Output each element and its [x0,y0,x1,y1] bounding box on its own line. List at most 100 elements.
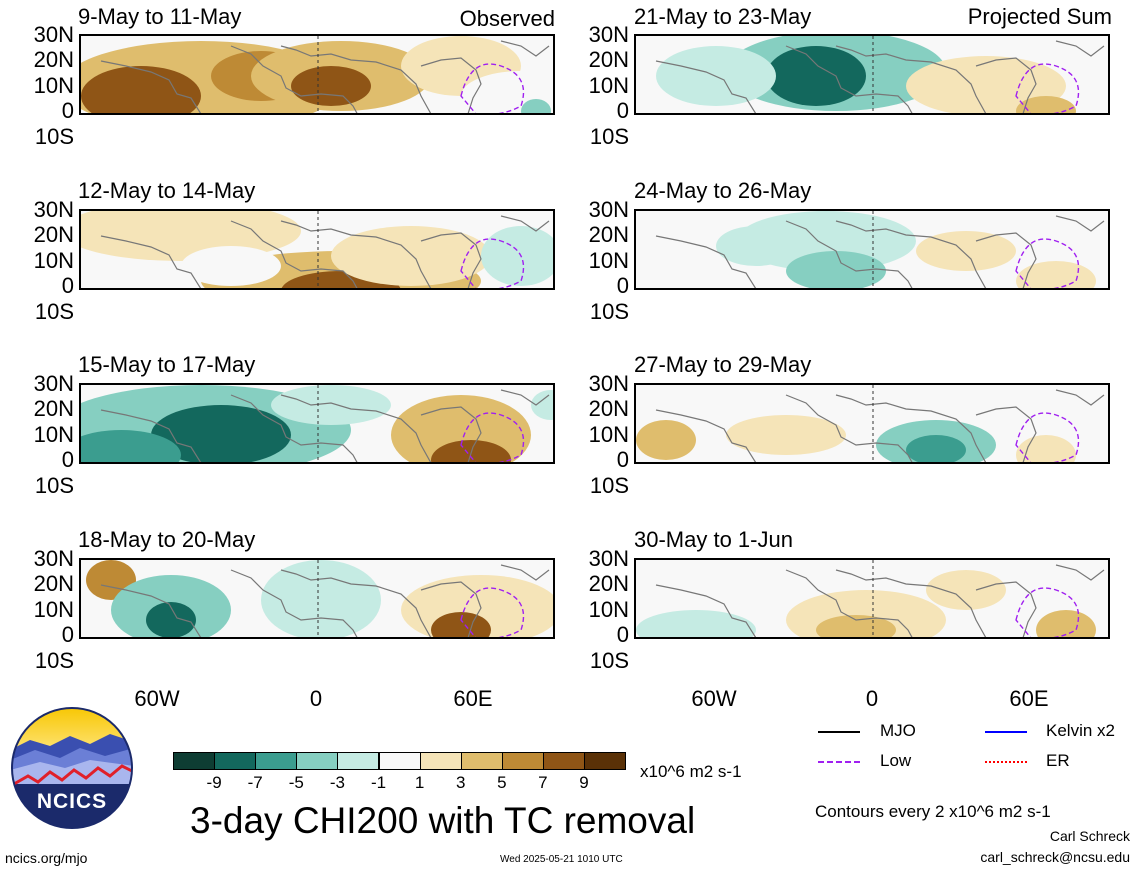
low-contour [460,63,525,113]
lat-label: 30N [33,22,74,47]
panel-title-right-1: 21-May to 23-May [634,4,812,29]
map-panel-left-2 [79,209,555,290]
legend-mjo-line [818,731,860,733]
coastline [100,215,550,288]
colorbar-tick-label: -7 [247,773,263,792]
lat-label: 30N [33,197,74,222]
lon-label-left-60w: 60W [134,686,180,711]
coastline [100,40,550,113]
ncics-logo-icon [11,707,133,829]
footer-timestamp: Wed 2025-05-21 1010 UTC [500,854,623,865]
lat-label: 30N [588,197,629,222]
lat-label: 20N [588,396,629,422]
field-blob [1016,96,1076,113]
logo-text: NCICS [36,790,108,813]
colorbar-swatch [378,752,421,770]
field-blob [786,251,886,288]
field-blob [181,246,281,286]
coastline [655,215,1105,288]
colorbar-swatch [173,752,216,770]
lon-label-right-60w: 60W [691,686,737,711]
lat-label: 0 [616,98,629,124]
lat-label: 10N [33,247,74,273]
footer-author: Carl Schreck [1049,828,1130,844]
lat-label: 20N [33,396,74,422]
legend-mjo-label: MJO [880,721,916,740]
projected-label: Projected Sum [967,4,1112,29]
colorbar-tick-label: 5 [497,773,507,792]
coastline [655,389,1105,462]
panel-title-right-2: 24-May to 26-May [634,178,812,203]
footer-url[interactable]: ncics.org/mjo [5,850,88,866]
colorbar-tick-label: 7 [538,773,548,792]
low-contour [1015,412,1080,462]
colorbar-tick-label: 1 [414,773,425,792]
field-blob [916,231,1016,271]
lat-label: 10N [588,247,629,273]
low-contour [460,587,525,637]
colorbar-swatch [214,752,257,770]
field-blob [906,56,1066,113]
low-contour [1015,587,1080,637]
low-contour [460,412,525,462]
lat-label: 30N [588,22,629,47]
field-blob [291,66,371,106]
panel-title-left-2: 12-May to 14-May [78,178,256,203]
colorbar-swatch [255,752,298,770]
lat-label: 10S [34,123,74,149]
lat-label: 20N [33,571,74,597]
lat-label: 20N [33,47,74,73]
lat-label: 0 [616,622,629,648]
lat-label: 0 [616,447,629,473]
lat-label: 10N [588,596,629,622]
field-blob [261,560,381,637]
field-blob [521,99,551,113]
lon-label-right-0: 0 [865,686,879,711]
colorbar-tick-label: -3 [329,773,345,792]
map-panel-right-4 [634,558,1110,639]
field-blob [331,226,491,286]
low-contour [460,238,525,288]
colorbar-swatch [460,752,503,770]
legend-er-label: ER [1046,751,1070,770]
colorbar-swatch [542,752,585,770]
field-blob [531,390,553,420]
footer-email[interactable]: carl_schreck@ncsu.edu [980,849,1130,865]
lat-label: 0 [61,447,74,473]
colorbar-tick-label: -5 [288,773,304,792]
field-blob [726,415,846,455]
low-contour [1015,63,1080,113]
field-blob [816,615,896,637]
lon-label-left-0: 0 [309,686,323,711]
map-panel-right-2 [634,209,1110,290]
panel-title-left-4: 18-May to 20-May [78,527,256,552]
field-blob [766,46,866,106]
panel-title-right-3: 27-May to 29-May [634,352,812,377]
field-blob [151,405,291,462]
lat-label: 10S [589,123,629,149]
ncics-logo[interactable]: NCICS [10,706,134,830]
field-blob [431,440,511,462]
field-blob [636,420,696,460]
low-contour [1015,238,1080,288]
lat-label: 0 [61,98,74,124]
lat-label: 20N [33,222,74,248]
coastline [655,564,1105,637]
lat-label: 10S [589,647,629,673]
lon-label-right-60e: 60E [1009,686,1049,711]
colorbar-tick-label: -1 [370,773,387,792]
colorbar-swatch [501,752,544,770]
map-panel-right-1 [634,34,1110,115]
panel-title-left-3: 15-May to 17-May [78,352,256,377]
field-blob [81,66,201,113]
colorbar-swatch [419,752,462,770]
field-blob [1016,261,1096,288]
legend-low-label: Low [880,751,912,770]
lat-label: 10N [33,421,74,447]
lat-label: 30N [33,371,74,396]
lat-label: 20N [588,222,629,248]
lat-label: 30N [33,546,74,571]
map-panel-right-3 [634,383,1110,464]
lat-label: 30N [588,371,629,396]
lat-label: 10N [33,596,74,622]
